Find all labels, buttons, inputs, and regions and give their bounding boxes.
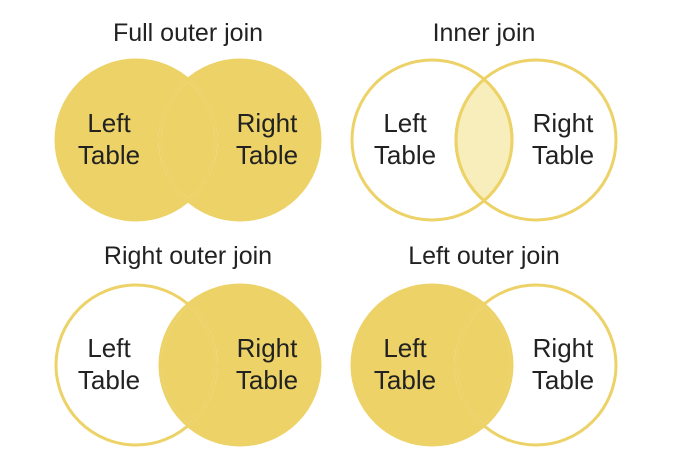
left-only-region — [352, 285, 484, 445]
right-table-label-line1: Right — [533, 333, 594, 363]
left-table-label-line1: Left — [87, 333, 131, 363]
left-table-circle — [54, 283, 218, 447]
right-table-label-line1: Right — [533, 108, 594, 138]
right-table-circle — [158, 58, 322, 222]
left-table-label-line2: Table — [374, 365, 436, 395]
left-only-region — [352, 60, 484, 221]
panel-full-outer-join: Full outer join Left Table Right Table — [54, 19, 322, 222]
left-table-label-line1: Left — [87, 108, 131, 138]
left-table-label-line1: Left — [383, 333, 427, 363]
panel-left-outer-join: Left outer join Left Table Right Table — [350, 242, 618, 447]
right-only-region — [188, 285, 321, 446]
right-table-circle — [454, 58, 618, 222]
panel-title: Left outer join — [408, 242, 560, 270]
panel-title: Full outer join — [113, 19, 263, 47]
right-table-label-line2: Table — [236, 140, 298, 170]
left-table-circle — [350, 283, 514, 447]
right-only-region — [188, 60, 321, 221]
panel-inner-join: Inner join Left Table Right Table — [350, 19, 618, 222]
panel-title: Right outer join — [104, 242, 272, 270]
left-only-region — [56, 285, 189, 446]
left-table-label-line2: Table — [78, 365, 140, 395]
right-only-region — [484, 60, 616, 221]
right-table-label-line2: Table — [236, 365, 298, 395]
right-table-label-line1: Right — [237, 108, 298, 138]
panel-right-outer-join: Right outer join Left Table Right Table — [54, 242, 322, 447]
panel-title: Inner join — [433, 19, 536, 47]
left-table-label-line2: Table — [78, 140, 140, 170]
left-table-circle — [54, 58, 218, 222]
left-only-region — [56, 60, 189, 221]
left-table-label-line2: Table — [374, 140, 436, 170]
right-table-circle — [454, 283, 618, 447]
right-table-label-line2: Table — [532, 140, 594, 170]
left-table-label-line1: Left — [383, 108, 427, 138]
right-table-label-line1: Right — [237, 333, 298, 363]
right-only-region — [484, 285, 616, 445]
right-table-circle — [158, 283, 322, 447]
right-table-label-line2: Table — [532, 365, 594, 395]
left-table-circle — [350, 58, 514, 222]
